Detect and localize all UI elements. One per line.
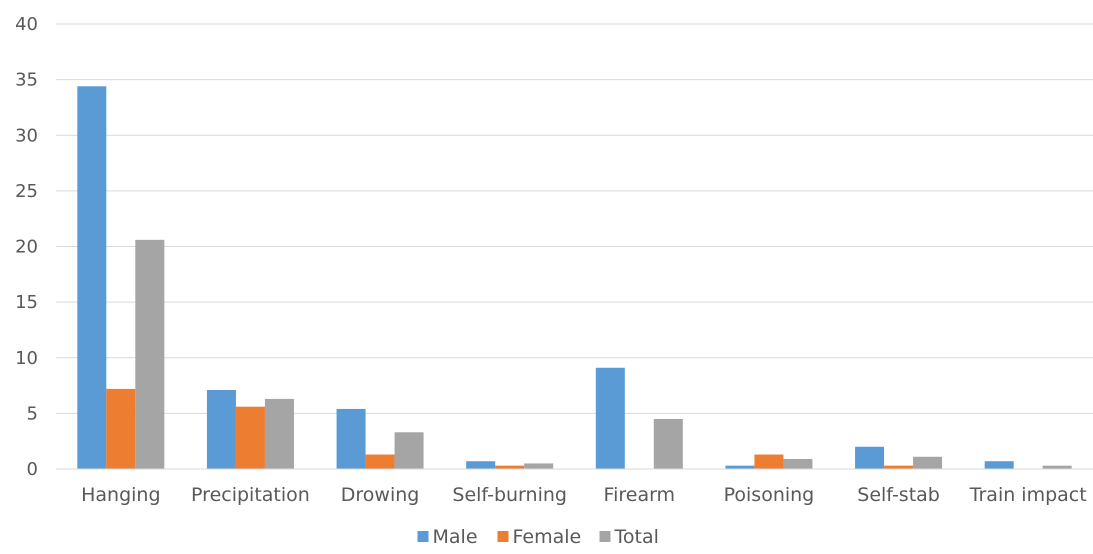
bar-total-self-burning — [524, 463, 554, 469]
bar-female-hanging — [106, 388, 136, 469]
bar-male-firearm — [595, 367, 625, 469]
legend-swatch-female — [497, 531, 509, 542]
y-tick-label: 30 — [15, 125, 38, 146]
x-category-label: Firearm — [604, 484, 676, 506]
bars — [77, 86, 1072, 470]
bar-male-poisoning — [725, 465, 755, 469]
x-axis-category-labels: Hanging Precipitation Drowing Self-burning F… — [81, 484, 1087, 506]
x-category-label: Hanging — [81, 484, 160, 506]
y-axis-tick-labels: 0 5 10 15 20 25 30 35 40 — [15, 14, 38, 480]
bar-male-self-stab — [855, 446, 885, 469]
bar-total-self-stab — [913, 456, 943, 469]
bar-total-hanging — [135, 239, 165, 469]
y-tick-label: 20 — [15, 237, 38, 258]
bar-total-drowing — [394, 432, 424, 469]
y-tick-label: 35 — [15, 70, 38, 91]
bar-male-precipitation — [206, 390, 236, 469]
bar-female-drowing — [365, 454, 395, 469]
bar-male-self-burning — [466, 461, 496, 469]
y-tick-label: 10 — [15, 348, 38, 369]
y-tick-label: 5 — [27, 403, 38, 424]
legend-label-total: Total — [614, 526, 659, 548]
x-category-label: Self-burning — [452, 484, 567, 506]
x-category-label: Drowing — [341, 484, 420, 506]
bar-male-hanging — [77, 86, 107, 470]
bar-total-firearm — [653, 418, 683, 469]
bar-male-drowing — [336, 408, 366, 469]
x-category-label: Poisoning — [724, 484, 815, 506]
bar-male-train-impact — [984, 461, 1014, 469]
legend: Male Female Total — [417, 526, 659, 548]
y-tick-label: 15 — [15, 292, 38, 313]
legend-swatch-total — [599, 531, 611, 542]
y-tick-label: 25 — [15, 181, 38, 202]
bar-female-self-burning — [495, 465, 525, 469]
x-category-label: Train impact — [969, 484, 1087, 506]
y-tick-label: 40 — [15, 14, 38, 35]
bar-female-precipitation — [235, 406, 265, 469]
bar-female-self-stab — [884, 465, 914, 469]
x-category-label: Self-stab — [857, 484, 940, 506]
gridlines — [56, 23, 1093, 414]
x-category-label: Precipitation — [191, 484, 310, 506]
y-tick-label: 0 — [27, 459, 38, 480]
legend-label-male: Male — [433, 526, 478, 548]
bar-female-poisoning — [754, 454, 784, 469]
bar-total-train-impact — [1042, 465, 1072, 469]
bar-total-precipitation — [264, 398, 294, 469]
legend-label-female: Female — [513, 526, 582, 548]
bar-total-poisoning — [783, 458, 813, 469]
legend-swatch-male — [417, 531, 429, 542]
